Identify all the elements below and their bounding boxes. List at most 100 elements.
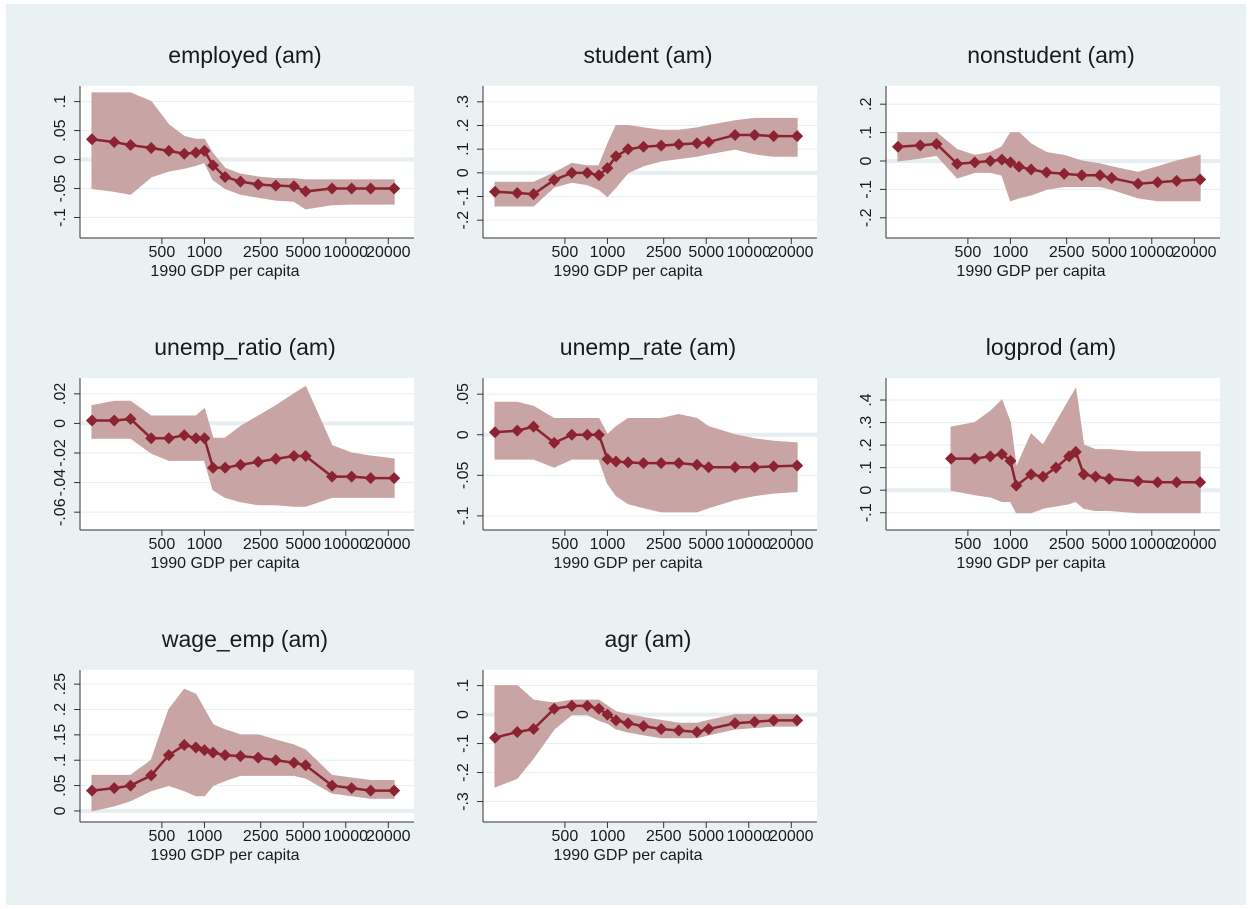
marker — [791, 714, 804, 727]
panel-title: employed (am) — [168, 42, 321, 68]
marker — [299, 759, 312, 772]
marker — [162, 749, 175, 762]
marker — [364, 182, 377, 195]
marker — [951, 157, 964, 170]
marker — [511, 424, 524, 437]
marker — [1075, 169, 1088, 182]
marker — [1132, 475, 1145, 488]
marker — [791, 130, 804, 143]
marker — [601, 708, 614, 721]
x-tick-label: 1000 — [590, 828, 626, 845]
marker — [269, 754, 282, 767]
marker — [299, 449, 312, 462]
y-tick-label: .1 — [455, 679, 472, 692]
y-tick-label: 0 — [858, 486, 875, 495]
panel-title: wage_emp (am) — [161, 626, 328, 652]
x-axis-label: 1990 GDP per capita — [150, 263, 299, 280]
marker — [1004, 454, 1017, 467]
x-tick-label: 1000 — [590, 536, 626, 553]
marker — [565, 166, 578, 179]
marker — [189, 432, 202, 445]
x-tick-label: 10000 — [727, 536, 772, 553]
x-tick-label: 1000 — [993, 244, 1029, 261]
x-tick-label: 1000 — [187, 828, 223, 845]
y-tick-label: -.02 — [52, 439, 69, 467]
panel-title: unemp_ratio (am) — [154, 334, 336, 360]
marker — [702, 461, 715, 474]
marker — [548, 173, 561, 186]
x-tick-label: 20000 — [769, 536, 814, 553]
panel: wage_emp (am) 0 .05 .1 .15 .2 .25 500 1000 2500 50… — [52, 626, 414, 864]
x-tick-label: 10000 — [324, 244, 369, 261]
marker — [945, 452, 958, 465]
y-tick-label: -.2 — [455, 763, 472, 782]
panel: unemp_rate (am) -.1 -.05 0 .05 500 1000 2500 500… — [455, 334, 817, 572]
marker — [198, 432, 211, 445]
marker — [234, 750, 247, 763]
marker — [914, 139, 927, 152]
panel: student (am) -.2 -.1 0 .1 .2 .3 500 1000 2500 5000… — [455, 42, 817, 280]
marker — [791, 459, 804, 472]
y-tick-label: -.2 — [455, 211, 472, 230]
y-tick-label: .1 — [455, 142, 472, 155]
marker — [1037, 470, 1050, 483]
x-tick-label: 20000 — [769, 244, 814, 261]
marker — [729, 717, 742, 730]
marker — [162, 144, 175, 157]
marker — [1013, 160, 1026, 173]
marker — [269, 452, 282, 465]
marker — [108, 136, 121, 149]
marker — [655, 457, 668, 470]
marker — [592, 169, 605, 182]
marker — [145, 432, 158, 445]
marker — [930, 137, 943, 150]
x-tick-label: 500 — [149, 536, 176, 553]
marker — [108, 782, 121, 795]
marker — [219, 170, 232, 183]
x-tick-label: 20000 — [1172, 244, 1217, 261]
y-tick-label: .3 — [455, 95, 472, 108]
marker — [767, 460, 780, 473]
y-tick-label: -.1 — [455, 734, 472, 753]
x-tick-label: 5000 — [285, 244, 321, 261]
marker — [672, 138, 685, 151]
y-tick-label: 0 — [52, 155, 69, 164]
x-tick-label: 5000 — [688, 828, 724, 845]
marker — [124, 139, 137, 152]
marker — [299, 185, 312, 198]
y-tick-label: .1 — [52, 753, 69, 766]
marker — [672, 724, 685, 737]
marker — [1049, 461, 1062, 474]
marker — [690, 458, 703, 471]
y-tick-label: .15 — [52, 724, 69, 746]
x-axis-label: 1990 GDP per capita — [956, 263, 1105, 280]
x-tick-label: 10000 — [727, 828, 772, 845]
marker — [511, 186, 524, 199]
x-axis-label: 1990 GDP per capita — [553, 555, 702, 572]
x-tick-label: 500 — [149, 244, 176, 261]
x-tick-label: 10000 — [727, 244, 772, 261]
marker — [1103, 472, 1116, 485]
marker — [145, 141, 158, 154]
marker — [592, 428, 605, 441]
y-tick-label: .02 — [52, 383, 69, 405]
marker — [581, 699, 594, 712]
x-tick-label: 500 — [955, 244, 982, 261]
marker — [124, 779, 137, 792]
y-tick-label: 0 — [52, 419, 69, 428]
marker — [145, 769, 158, 782]
confidence-band — [91, 385, 395, 507]
marker — [85, 414, 98, 427]
marker — [207, 461, 220, 474]
x-tick-label: 1000 — [590, 244, 626, 261]
y-tick-label: .1 — [858, 461, 875, 474]
marker — [655, 723, 668, 736]
marker — [219, 461, 232, 474]
x-tick-label: 1000 — [187, 536, 223, 553]
y-tick-label: .05 — [52, 774, 69, 796]
marker — [162, 432, 175, 445]
x-tick-label: 5000 — [688, 244, 724, 261]
y-tick-label: .25 — [52, 673, 69, 695]
x-axis-label: 1990 GDP per capita — [150, 555, 299, 572]
y-tick-label: .1 — [52, 95, 69, 108]
